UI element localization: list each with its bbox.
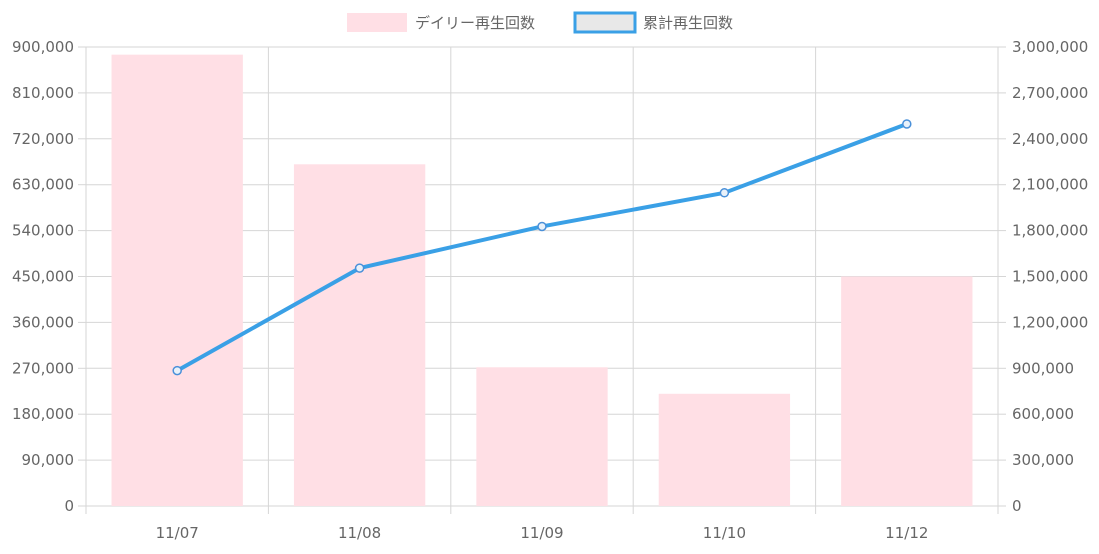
- y-left-tick-label: 720,000: [12, 130, 74, 148]
- line-point[interactable]: [172, 365, 182, 376]
- bar[interactable]: [476, 367, 608, 506]
- line-path: [175, 121, 909, 373]
- y-left-tick-label: 180,000: [12, 405, 74, 423]
- x-tick-label: 11/12: [885, 524, 928, 542]
- y-left-tick-label: 900,000: [12, 38, 74, 56]
- y-left-tick-label: 810,000: [12, 84, 74, 102]
- legend-swatch-cumulative[interactable]: [573, 11, 637, 34]
- y-left-tick-label: 450,000: [12, 268, 74, 286]
- line-point[interactable]: [902, 119, 912, 129]
- y-left-tick-label: 270,000: [12, 359, 74, 377]
- y-left-tick-label: 0: [64, 497, 74, 515]
- line-point[interactable]: [354, 263, 365, 273]
- line-series: [172, 119, 912, 376]
- y-axis-left: 0 90,000 180,000 270,000 360,000 450,000 540,0…: [12, 38, 86, 515]
- y-right-tick-label: 600,000: [1012, 405, 1074, 423]
- y-axis-right: 0 300,000 600,000 900,000 1,200,000 1,500,000…: [998, 38, 1088, 515]
- x-axis: 11/07 11/08 11/09 11/10 11/12: [156, 524, 929, 542]
- y-right-tick-label: 2,100,000: [1012, 176, 1088, 194]
- bar[interactable]: [658, 393, 791, 506]
- y-left-tick-label: 630,000: [12, 176, 74, 194]
- line-point[interactable]: [537, 221, 547, 232]
- legend-label-cumulative[interactable]: 累計再生回数: [643, 14, 733, 32]
- x-tick-label: 11/07: [156, 524, 199, 542]
- legend[interactable]: デイリー再生回数 累計再生回数: [347, 11, 733, 34]
- y-left-tick-label: 540,000: [12, 222, 74, 240]
- y-right-tick-label: 2,700,000: [1012, 84, 1088, 102]
- bar[interactable]: [841, 276, 973, 507]
- x-tick-label: 11/10: [703, 524, 746, 542]
- bar-series: [111, 54, 973, 507]
- y-right-tick-label: 1,500,000: [1012, 268, 1088, 286]
- y-right-tick-label: 300,000: [1012, 451, 1074, 469]
- y-left-tick-label: 90,000: [22, 451, 75, 469]
- y-right-tick-label: 3,000,000: [1012, 38, 1088, 56]
- bar[interactable]: [293, 164, 426, 507]
- x-tick-label: 11/08: [338, 524, 381, 542]
- y-right-tick-label: 0: [1012, 497, 1022, 515]
- legend-label-daily[interactable]: デイリー再生回数: [415, 14, 535, 32]
- y-right-tick-label: 2,400,000: [1012, 130, 1088, 148]
- y-left-tick-label: 360,000: [12, 313, 74, 331]
- y-right-tick-label: 1,200,000: [1012, 313, 1088, 331]
- y-right-tick-label: 1,800,000: [1012, 222, 1088, 240]
- x-tick-label: 11/09: [520, 524, 563, 542]
- line-point[interactable]: [719, 188, 730, 198]
- bar[interactable]: [111, 54, 243, 507]
- y-right-tick-label: 900,000: [1012, 359, 1074, 377]
- legend-swatch-daily[interactable]: [347, 13, 407, 32]
